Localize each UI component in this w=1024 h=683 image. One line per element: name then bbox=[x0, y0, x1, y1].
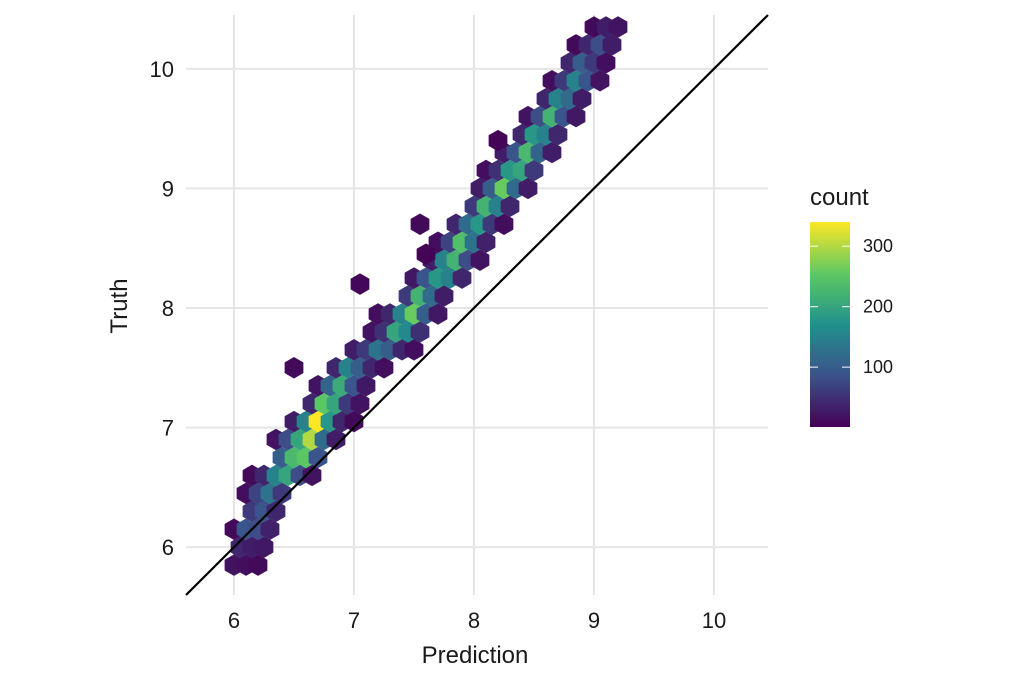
hexbin-cell bbox=[266, 500, 286, 523]
x-tick-label: 8 bbox=[468, 608, 480, 633]
hexbin-cell bbox=[248, 554, 268, 576]
hexbin-cell bbox=[596, 52, 616, 74]
hexbin-cell bbox=[452, 267, 472, 289]
x-tick-label: 9 bbox=[588, 608, 600, 633]
hexbin-cell bbox=[488, 129, 508, 152]
hexbin-cell bbox=[470, 249, 490, 271]
hexbin-cell bbox=[410, 213, 430, 236]
identity-line bbox=[185, 14, 769, 596]
hexbin-cell bbox=[350, 273, 370, 295]
hexbin-cell bbox=[428, 303, 448, 325]
hexbin-cell bbox=[284, 357, 304, 379]
hexbin-cell bbox=[260, 518, 280, 540]
y-tick-label: 10 bbox=[150, 57, 174, 82]
hexbin-cell bbox=[608, 16, 628, 38]
hexbin-cell bbox=[542, 141, 562, 164]
y-tick-label: 6 bbox=[162, 535, 174, 560]
reference-line bbox=[185, 14, 769, 596]
x-axis-title: Prediction bbox=[422, 642, 529, 669]
legend-title: count bbox=[810, 184, 869, 211]
legend-tick-label: 200 bbox=[863, 297, 893, 317]
hexbin-cell bbox=[344, 410, 364, 433]
hexbin-cell bbox=[524, 159, 544, 182]
x-axis-ticks: 6 7 8 9 10 bbox=[228, 608, 726, 633]
x-tick-label: 10 bbox=[702, 608, 726, 633]
legend: count 100 200 300 bbox=[810, 184, 893, 427]
hexbin-cell bbox=[308, 446, 328, 469]
hexbin-cell bbox=[410, 321, 430, 343]
hexbin-cell bbox=[326, 428, 346, 451]
hexbin-cell bbox=[590, 70, 610, 92]
y-axis-title: Truth bbox=[106, 278, 133, 333]
hexbin-cell bbox=[476, 231, 496, 253]
legend-colorbar bbox=[810, 222, 850, 427]
y-tick-label: 9 bbox=[162, 176, 174, 201]
hexbin-cell bbox=[374, 357, 394, 379]
legend-tick-label: 300 bbox=[863, 236, 893, 256]
hexbin-cell bbox=[566, 105, 586, 128]
hexbin-cell bbox=[350, 392, 370, 415]
hexbin-cell bbox=[356, 374, 376, 397]
legend-tick-label: 100 bbox=[863, 357, 893, 377]
y-tick-label: 8 bbox=[162, 296, 174, 321]
hexbin-cell bbox=[494, 213, 514, 236]
y-tick-label: 7 bbox=[162, 416, 174, 441]
y-axis-ticks: 6 7 8 9 10 bbox=[150, 57, 174, 560]
x-tick-label: 6 bbox=[228, 608, 240, 633]
hexbin-cell bbox=[254, 536, 274, 558]
hexbin-cell bbox=[500, 195, 520, 218]
legend-ticks: 100 200 300 bbox=[810, 236, 893, 377]
hexbin-cell bbox=[548, 123, 568, 146]
hexbin-cell bbox=[434, 285, 454, 307]
hexbin-cells bbox=[224, 16, 628, 576]
hexbin-cell bbox=[518, 177, 538, 200]
hexbin-cell bbox=[302, 464, 322, 487]
hexbin-cell bbox=[416, 243, 436, 265]
x-tick-label: 7 bbox=[348, 608, 360, 633]
hexbin-cell bbox=[272, 482, 292, 505]
hexbin-cell bbox=[572, 87, 592, 110]
hexbin-cell bbox=[404, 339, 424, 361]
hexbin-cell bbox=[602, 34, 622, 56]
